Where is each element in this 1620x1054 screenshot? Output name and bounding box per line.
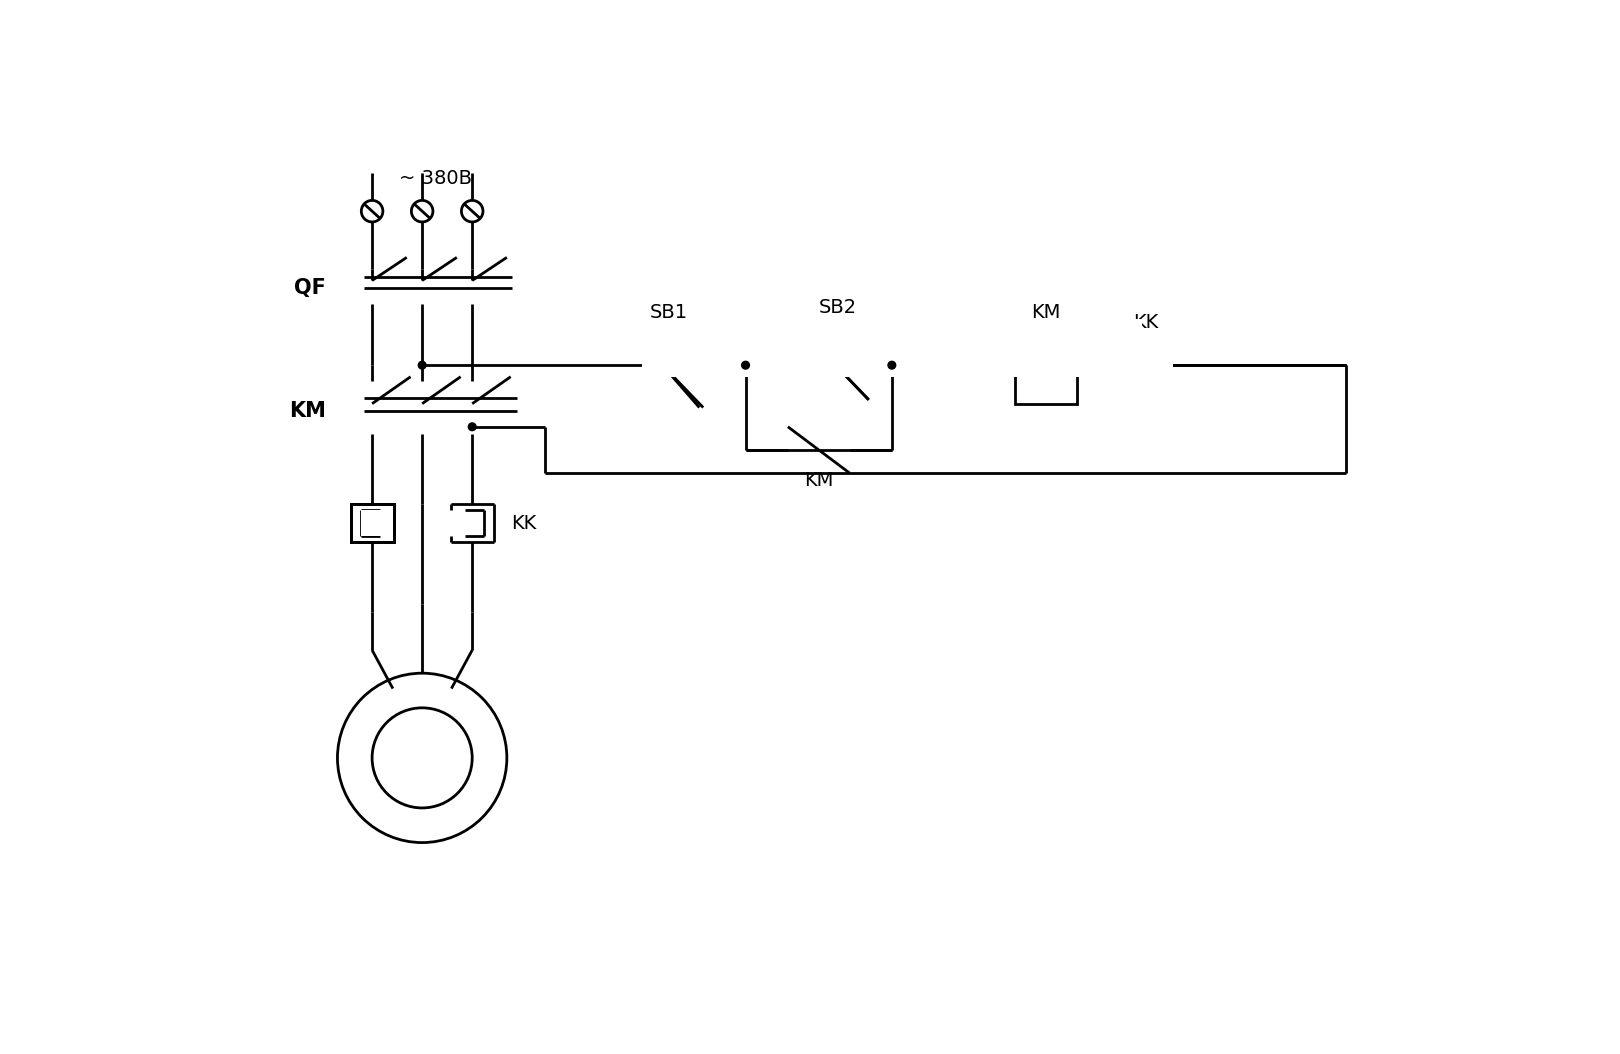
Circle shape — [742, 362, 750, 369]
Text: ~ 380В: ~ 380В — [399, 170, 471, 189]
Bar — [350, 504, 394, 542]
Bar — [350, 504, 394, 542]
Circle shape — [468, 423, 476, 431]
Text: QF: QF — [293, 278, 326, 298]
Bar — [642, 319, 1142, 376]
Bar — [787, 319, 865, 376]
Bar — [361, 510, 387, 536]
Bar — [1103, 331, 1173, 399]
Text: SB1: SB1 — [650, 304, 687, 323]
Text: KM: KM — [804, 471, 833, 490]
Bar — [350, 504, 394, 542]
Text: KM: KM — [288, 402, 326, 422]
Bar — [450, 504, 494, 542]
Circle shape — [888, 362, 896, 369]
Text: SB2: SB2 — [818, 298, 857, 317]
Circle shape — [418, 362, 426, 369]
Text: KK: KK — [510, 513, 536, 532]
Text: KK: KK — [1134, 313, 1158, 332]
Bar — [1016, 327, 1077, 404]
Text: KM: KM — [1032, 304, 1061, 323]
